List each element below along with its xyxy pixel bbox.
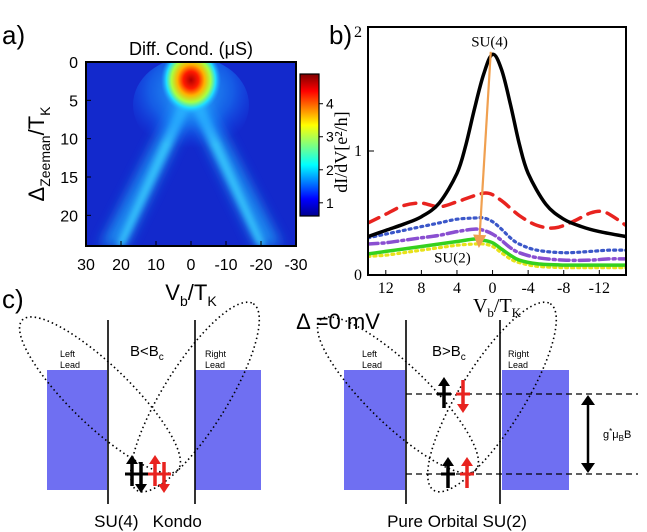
heatmap-ridge (100, 70, 282, 246)
heatmap-y-tick-label: 5 (69, 93, 78, 110)
condition-label-left: B<Bc (130, 343, 164, 363)
right-lead-block (502, 370, 569, 490)
heatmap-title: Diff. Cond. (μS) (129, 39, 253, 59)
lineplot-y-tick-label: 1 (354, 143, 362, 160)
spin-pair-red (148, 455, 171, 493)
spin-red-upper (456, 380, 470, 413)
heatmap-y-tick-label: 20 (60, 208, 78, 225)
heatmap-field (86, 62, 296, 246)
series-line-green (368, 237, 626, 267)
right-lead-block (195, 370, 261, 490)
zeeman-gap-arrow (581, 395, 595, 473)
lineplot-x-ticks: 12 8 4 0 -4 -8 -12 (378, 270, 610, 297)
lineplot-x-tick-label: 8 (417, 280, 425, 297)
heatmap-x-tick-label: 0 (187, 257, 196, 274)
zeeman-energy-label: g*μBB (603, 427, 631, 443)
heatmap-y-axis-label: ΔZeeman/TK (24, 106, 53, 202)
series-line-yellow (368, 242, 626, 270)
orbital-ellipse-2 (426, 301, 558, 493)
heatmap-zero-bias-peak (161, 62, 221, 114)
annotation-su2: SU(2) (434, 251, 471, 267)
orbital-ellipse-1 (316, 316, 480, 474)
colorbar-tick-label: 1 (326, 195, 334, 211)
lineplot-x-tick-label: 12 (378, 280, 394, 297)
orbital-ellipse-1 (18, 316, 182, 474)
heatmap-x-axis-label: Vb/TK (165, 280, 217, 309)
lineplot-y-tick-label: 2 (354, 24, 362, 41)
colorbar-tick-label: 3 (326, 129, 334, 145)
heatmap-y-tick-label: 15 (60, 170, 78, 187)
heatmap-x-tick-label: -30 (284, 257, 307, 274)
series-line-black (368, 52, 626, 239)
annotation-su4: SU(4) (471, 35, 508, 51)
spin-black-upper (437, 377, 451, 408)
left-lead-block (47, 370, 107, 490)
lineplot-curves (368, 52, 626, 270)
series-line-red (368, 191, 626, 230)
spin-black-lower (441, 457, 455, 488)
bias-title: Δ =0 mV (296, 309, 380, 334)
heatmap-y-ticks: 0 5 10 15 20 (60, 55, 91, 225)
caption-pure-orbital-su2: Pure Orbital SU(2) (387, 512, 527, 531)
heatmap-x-ticks: 30 20 10 0 -10 -20 -30 (77, 241, 308, 274)
heatmap-y-tick-label: 0 (69, 55, 78, 72)
left-lead-block (344, 370, 405, 490)
spin-pair-black (125, 455, 148, 493)
heatmap-x-tick-label: -20 (249, 257, 272, 274)
caption-su4-kondo: SU(4) Kondo (94, 512, 202, 531)
lineplot-x-tick-label: 0 (489, 280, 497, 297)
lineplot-x-axis-label: Vb/TK (473, 295, 522, 320)
schematic-su4: Left Lead Right Lead B<Bc SU(4) Kondo (18, 301, 261, 531)
heatmap-x-tick-label: 30 (77, 257, 95, 274)
lineplot-y-ticks: 0 1 2 (354, 24, 374, 284)
heatmap-ridge-core (116, 78, 266, 246)
panel-label-a: a) (2, 20, 25, 50)
heatmap-y-tick-label: 10 (60, 132, 78, 149)
lineplot-x-tick-label: 4 (453, 280, 461, 297)
lineplot-y-axis-label: dI/dV[e²/h] (331, 111, 351, 192)
left-lead-label: Left Lead (60, 349, 80, 370)
colorbar-ticks: 1 2 3 4 (319, 96, 334, 211)
lineplot-x-tick-label: -4 (521, 280, 534, 297)
panel-label-c: c) (2, 284, 24, 314)
su4-to-su2-arrow (473, 51, 492, 249)
left-lead-label: Left Lead (362, 349, 382, 370)
colorbar-tick-label: 4 (326, 96, 334, 112)
series-line-purple (368, 227, 626, 263)
lineplot-y-tick-label: 0 (354, 267, 362, 284)
panel-label-b: b) (329, 20, 352, 50)
lineplot-x-tick-label: -8 (557, 280, 570, 297)
colorbar-tick-label: 2 (326, 162, 334, 178)
right-lead-label: Right Lead (205, 349, 227, 370)
heatmap-x-tick-label: 10 (147, 257, 165, 274)
colorbar (299, 73, 320, 217)
right-lead-label: Right Lead (508, 349, 530, 370)
lineplot-x-tick-label: -12 (589, 280, 610, 297)
schematic-su2: Left Lead Right Lead B>Bc g*μBB (316, 301, 638, 531)
spin-red-lower (460, 457, 474, 488)
heatmap-x-tick-label: -10 (214, 257, 237, 274)
heatmap-x-tick-label: 20 (112, 257, 130, 274)
series-line-blue (368, 216, 626, 255)
orbital-ellipse-2 (129, 301, 261, 493)
condition-label-right: B>Bc (432, 343, 466, 363)
